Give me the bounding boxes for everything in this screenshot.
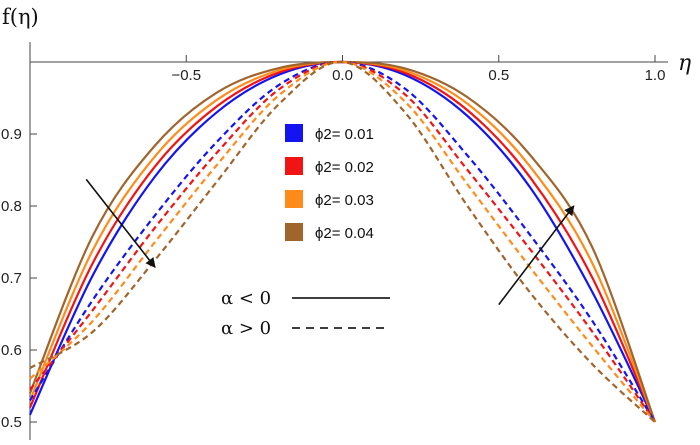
legend: ϕ2= 0.01 ϕ2= 0.02 ϕ2= 0.03 ϕ2= 0.04 [285, 124, 374, 242]
legend-label: ϕ2= 0.03 [315, 192, 374, 209]
x-tick-label: 1.0 [645, 67, 666, 84]
annotations [85, 178, 575, 306]
x-tick-label: 0.0 [332, 67, 353, 84]
line-style-label: α > 0 [221, 318, 271, 339]
line-style-label: α < 0 [221, 288, 271, 309]
y-tick-label: 0.9 [1, 126, 22, 143]
legend-swatch [285, 223, 303, 241]
legend-swatch [285, 124, 303, 142]
legend-label: ϕ2= 0.02 [315, 159, 374, 176]
y-tick-label: 0.5 [1, 414, 22, 431]
ticks: −0.5 0.0 0.5 1.0 0.5 0.6 0.7 0.8 0.9 [1, 55, 665, 431]
x-tick-label: 0.5 [488, 67, 509, 84]
annotation-arrow [498, 205, 575, 306]
series-line-phi2-004-alpha-positive [29, 60, 656, 423]
y-axis-title: f(η) [2, 5, 39, 29]
x-tick-label: −0.5 [171, 67, 201, 84]
y-tick-label: 0.7 [1, 270, 22, 287]
y-tick-label: 0.8 [1, 198, 22, 215]
legend-label: ϕ2= 0.01 [315, 126, 374, 143]
legend-label: ϕ2= 0.04 [315, 225, 374, 242]
y-tick-label: 0.6 [1, 342, 22, 359]
x-axis-title: η [678, 51, 691, 76]
line-style-legend: α < 0 α > 0 [221, 288, 390, 339]
legend-swatch [285, 157, 303, 175]
annotation-arrow [85, 178, 156, 268]
series-group [28, 60, 657, 423]
legend-swatch [285, 190, 303, 208]
